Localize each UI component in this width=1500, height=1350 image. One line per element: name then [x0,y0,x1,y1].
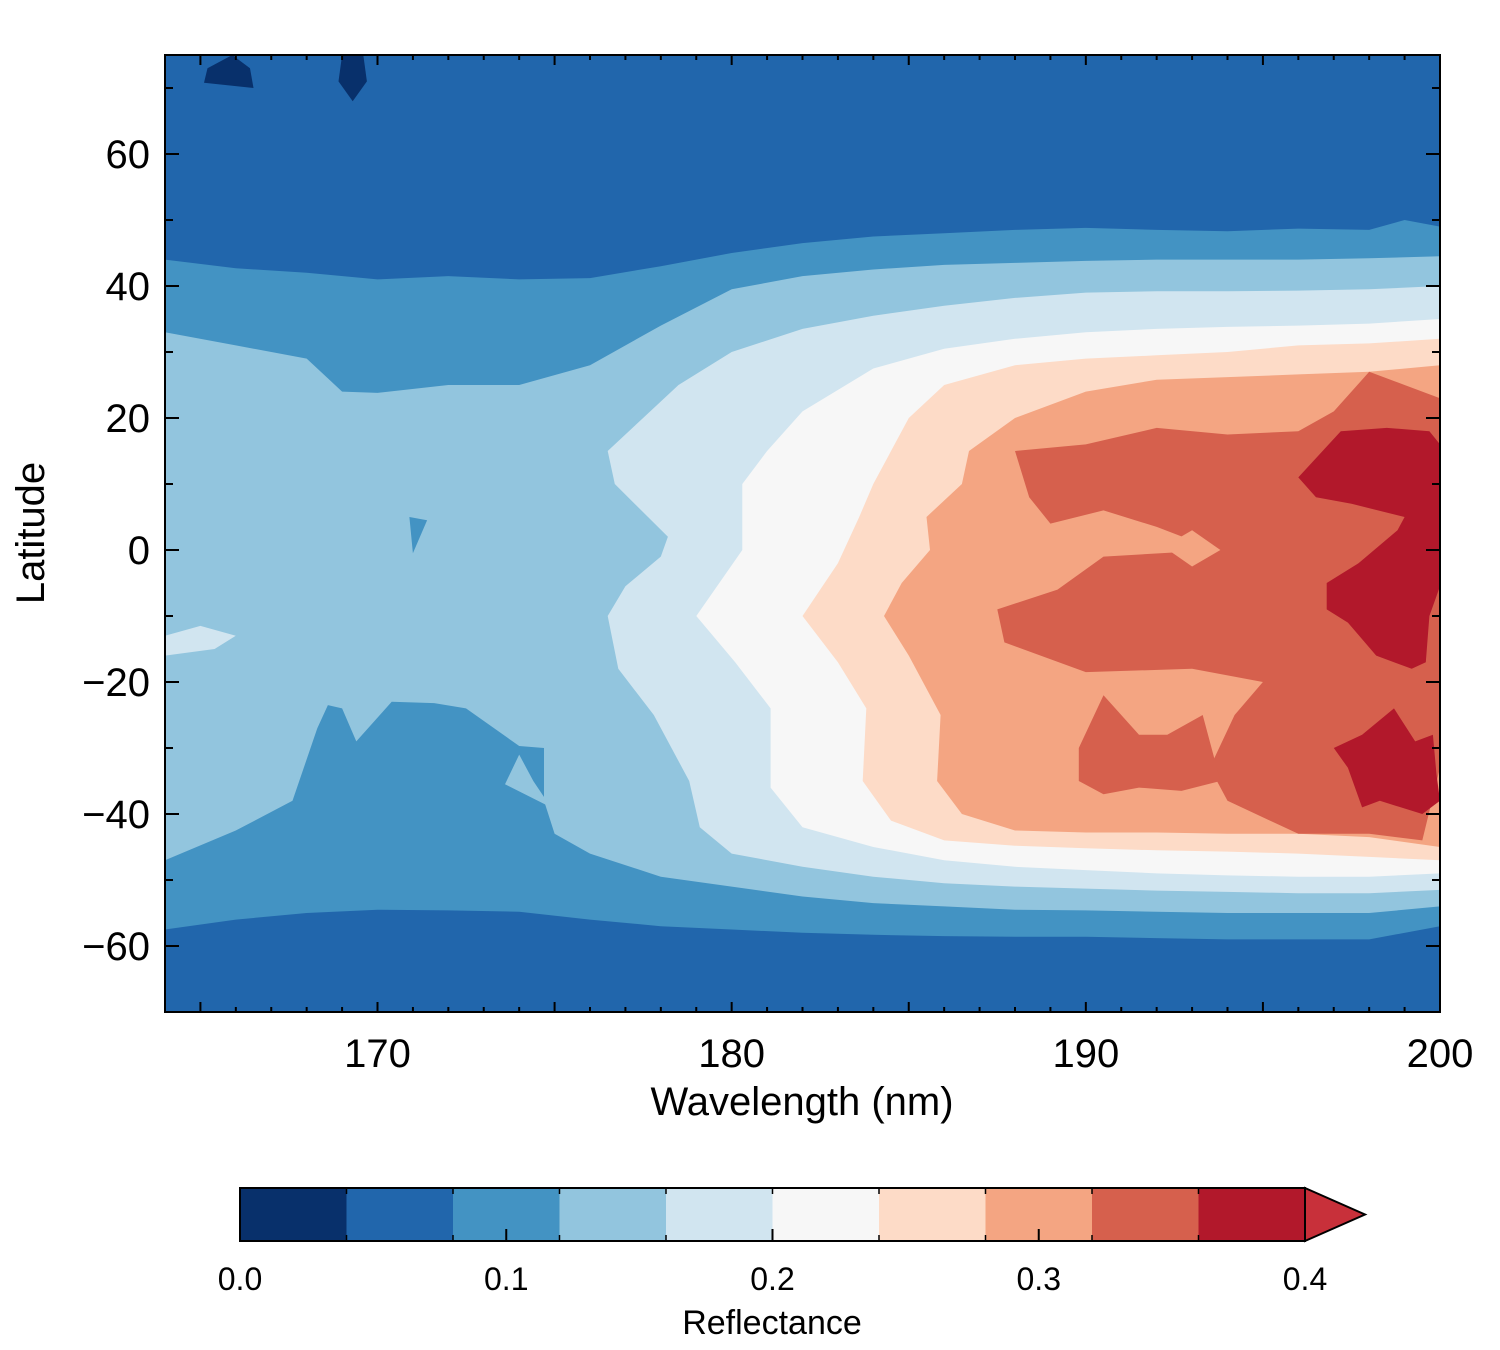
contour-region-level-2 [409,517,428,554]
y-tick-label: 60 [106,133,151,177]
colorbar-swatch [666,1188,773,1241]
contour-region-level-9 [1298,427,1440,669]
colorbar-tick-label: 0.2 [750,1261,794,1297]
x-tick-label: 170 [344,1032,411,1076]
y-tick-label: 40 [106,265,151,309]
colorbar-swatch [559,1188,666,1241]
colorbar-title: Reflectance [682,1304,862,1342]
y-tick-label: 0 [128,529,150,573]
contour-region-level-3 [505,754,551,808]
contour-region-level-0 [338,55,367,102]
contour-region-level-8 [1078,695,1221,795]
x-tick-label: 200 [1407,1032,1474,1076]
colorbar: 0.0 0.1 0.2 0.3 0.4 [218,1186,1368,1297]
colorbar-swatch [240,1188,347,1241]
contour-region-level-4 [165,625,236,656]
colorbar-swatch [772,1188,879,1241]
x-tick-label: 190 [1052,1032,1119,1076]
colorbar-tick-label: 0.0 [218,1261,262,1297]
y-axis-title: Latitude [9,462,53,604]
x-tick-label: 180 [698,1032,765,1076]
plot-area [165,55,1440,1012]
y-tick-label: −40 [82,793,150,837]
y-tick-label: 20 [106,397,151,441]
colorbar-tick-label: 0.4 [1283,1261,1327,1297]
colorbar-swatch [1198,1188,1305,1241]
y-tick-label: −20 [82,661,150,705]
colorbar-swatch [346,1188,453,1241]
colorbar-swatch [1092,1188,1199,1241]
colorbar-extend-max [1304,1186,1368,1243]
y-tick-label: −60 [82,925,150,969]
colorbar-tick-label: 0.1 [484,1261,528,1297]
contour-region-level-7 [1163,530,1221,567]
x-axis-title: Wavelength (nm) [650,1080,953,1124]
colorbar-tick-label: 0.3 [1017,1261,1061,1297]
contour-region-level-9 [1333,708,1440,814]
colorbar-swatch [879,1188,986,1241]
contour-region-level-0 [204,55,254,88]
